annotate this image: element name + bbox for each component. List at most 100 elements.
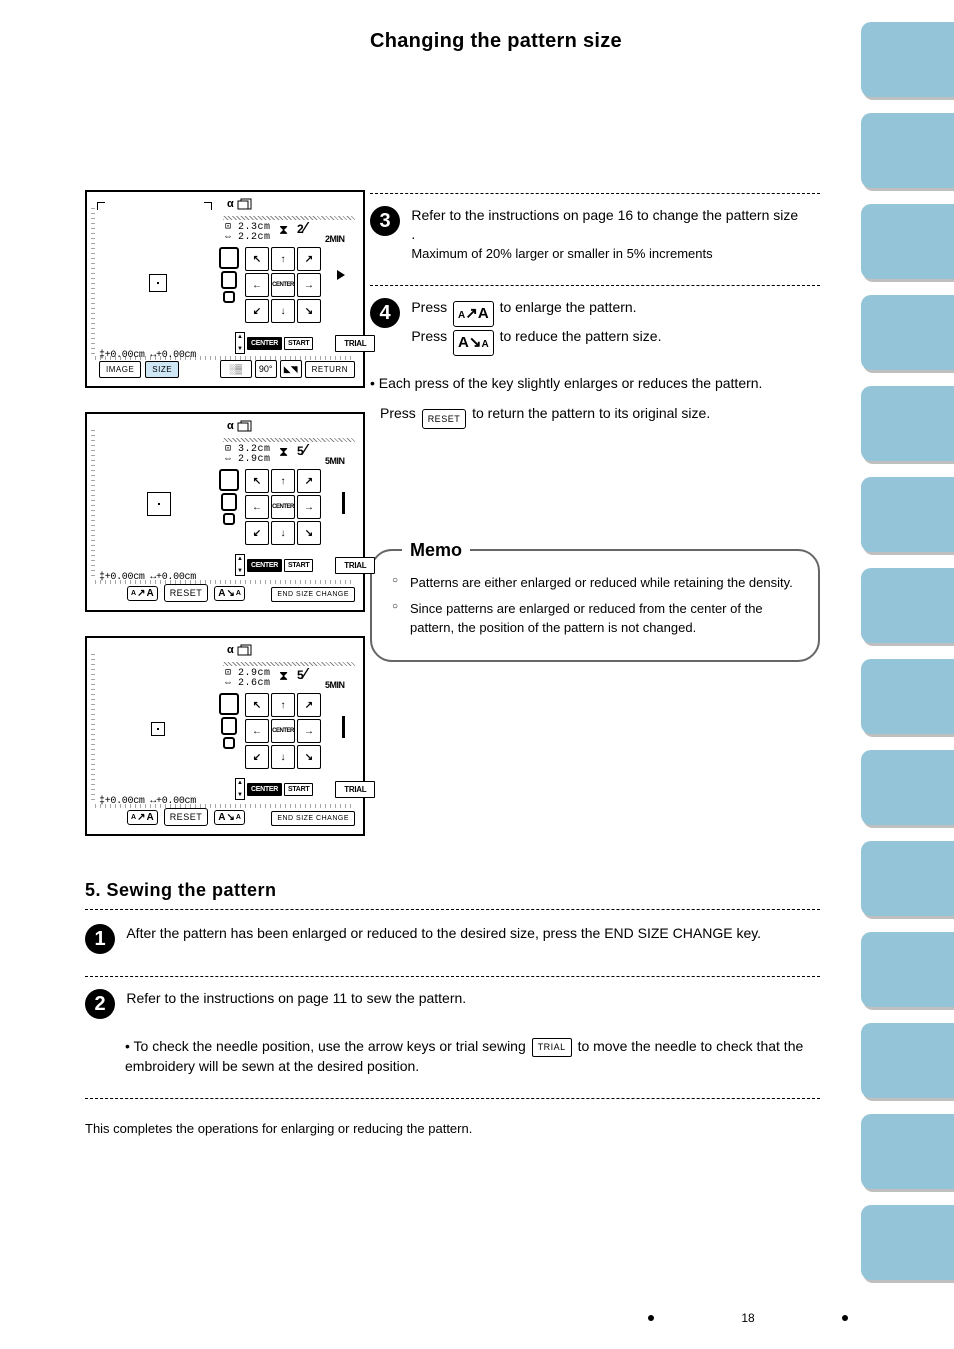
page-title: Changing the pattern size — [370, 30, 820, 53]
figures-column: ‡+0.00cm ↔+0.00cm α ⊡ 2.3cm ⇔ 2.2cm ⧗ 2⁄… — [85, 30, 365, 860]
mirror-button[interactable]: ◣◥ — [280, 360, 302, 378]
arrow-up-button[interactable]: ↑ — [271, 693, 295, 717]
arrow-left-button[interactable]: ← — [245, 495, 269, 519]
right-tab — [861, 659, 954, 734]
arrow-down-left-button[interactable]: ↙ — [245, 299, 269, 323]
bottom-row-left: IMAGE SIZE — [99, 361, 179, 378]
size-row: A↗A RESET A↘A — [127, 808, 245, 826]
reset-icon: RESET — [422, 409, 467, 430]
updown-handle[interactable]: ▲▼ — [235, 778, 245, 800]
step4-detail: • Each press of the key slightly enlarge… — [370, 374, 820, 429]
ruler-icon — [91, 650, 95, 800]
scroll-handle[interactable] — [337, 716, 351, 746]
hoop-icon[interactable] — [219, 693, 239, 715]
density-button[interactable]: ░▒ — [220, 360, 252, 378]
arrow-up-button[interactable]: ↑ — [271, 469, 295, 493]
arrow-down-left-button[interactable]: ↙ — [245, 521, 269, 545]
center-start-button[interactable]: CENTER — [247, 783, 282, 796]
txt: Press — [380, 405, 416, 421]
arrow-up-button[interactable]: ↑ — [271, 247, 295, 271]
reset-button[interactable]: RESET — [164, 808, 209, 826]
start-button[interactable]: START — [284, 559, 313, 572]
arrow-right-button[interactable]: → — [297, 273, 321, 297]
scroll-handle[interactable] — [337, 492, 351, 522]
trial-button[interactable]: TRIAL — [335, 781, 375, 798]
arrow-down-button[interactable]: ↓ — [271, 521, 295, 545]
count-readout: 2⁄ — [297, 220, 306, 238]
txt: Press — [411, 328, 447, 344]
preview-pane — [97, 426, 212, 571]
right-tab — [861, 750, 954, 825]
return-button[interactable]: RETURN — [305, 361, 355, 378]
arrow-right-button[interactable]: → — [297, 495, 321, 519]
right-tab — [861, 204, 954, 279]
hoop-icon[interactable] — [219, 247, 239, 269]
hoop-icon[interactable] — [221, 717, 237, 735]
width-readout: ⇔ 2.6cm — [225, 678, 271, 689]
arrow-down-right-button[interactable]: ↘ — [297, 745, 321, 769]
dot-icon — [648, 1315, 654, 1321]
hoop-icon[interactable] — [219, 469, 239, 491]
hoop-icon[interactable] — [223, 291, 235, 303]
size-button[interactable]: SIZE — [145, 361, 179, 378]
arrow-left-button[interactable]: ← — [245, 273, 269, 297]
reset-button[interactable]: RESET — [164, 584, 209, 602]
image-button[interactable]: IMAGE — [99, 361, 141, 378]
rotate-button[interactable]: 90° — [255, 360, 277, 378]
reduce-button[interactable]: A↘A — [214, 586, 245, 601]
start-button[interactable]: START — [284, 337, 313, 350]
start-button[interactable]: START — [284, 783, 313, 796]
scroll-handle[interactable] — [337, 270, 351, 300]
enlarge-button[interactable]: A↗A — [127, 586, 158, 601]
arrow-up-left-button[interactable]: ↖ — [245, 247, 269, 271]
arrow-down-right-button[interactable]: ↘ — [297, 521, 321, 545]
arrow-up-left-button[interactable]: ↖ — [245, 693, 269, 717]
center-button[interactable]: CENTER — [271, 273, 295, 297]
time-readout: 2MIN — [325, 234, 345, 244]
center-start-button[interactable]: CENTER — [247, 337, 282, 350]
right-tab — [861, 1114, 954, 1189]
arrow-left-button[interactable]: ← — [245, 719, 269, 743]
step-number: 1 — [85, 924, 115, 954]
size-row: A↗A RESET A↘A — [127, 584, 245, 602]
step3-line1: Refer to the instructions on page 16 to … — [411, 207, 798, 242]
time-readout: 5MIN — [325, 680, 345, 690]
reduce-icon: A↘A — [453, 330, 494, 356]
step-text: Press A↗A to enlarge the pattern. Press … — [411, 298, 801, 357]
hoop-icon[interactable] — [221, 271, 237, 289]
updown-handle[interactable]: ▲▼ — [235, 554, 245, 576]
enlarge-button[interactable]: A↗A — [127, 810, 158, 825]
arrow-down-button[interactable]: ↓ — [271, 299, 295, 323]
end-size-change-button[interactable]: END SIZE CHANGE — [271, 587, 355, 602]
arrow-up-right-button[interactable]: ↗ — [297, 469, 321, 493]
arrow-up-left-button[interactable]: ↖ — [245, 469, 269, 493]
right-tab — [861, 386, 954, 461]
hoop-icon[interactable] — [221, 493, 237, 511]
arrow-up-right-button[interactable]: ↗ — [297, 693, 321, 717]
stripe-icon — [223, 662, 355, 666]
arrow-up-right-button[interactable]: ↗ — [297, 247, 321, 271]
arrow-right-button[interactable]: → — [297, 719, 321, 743]
center-button[interactable]: CENTER — [271, 719, 295, 743]
arrow-down-button[interactable]: ↓ — [271, 745, 295, 769]
hoop-icon[interactable] — [223, 737, 235, 749]
right-tab — [861, 295, 954, 370]
end-size-change-button[interactable]: END SIZE CHANGE — [271, 811, 355, 826]
divider — [370, 193, 820, 194]
page-icon — [237, 198, 253, 210]
ruler-icon — [91, 426, 95, 576]
reduce-button[interactable]: A↘A — [214, 810, 245, 825]
txt: To check the needle position, use the ar… — [134, 1038, 526, 1054]
arrow-down-left-button[interactable]: ↙ — [245, 745, 269, 769]
updown-handle[interactable]: ▲▼ — [235, 332, 245, 354]
divider — [85, 1098, 820, 1099]
trial-button[interactable]: TRIAL — [335, 335, 375, 352]
hoop-icon[interactable] — [223, 513, 235, 525]
center-start-button[interactable]: CENTER — [247, 559, 282, 572]
hoop-selector — [219, 693, 241, 751]
arrow-down-right-button[interactable]: ↘ — [297, 299, 321, 323]
preview-dot — [157, 282, 159, 284]
trial-button[interactable]: TRIAL — [335, 557, 375, 574]
center-button[interactable]: CENTER — [271, 495, 295, 519]
hoop-selector — [219, 469, 241, 527]
